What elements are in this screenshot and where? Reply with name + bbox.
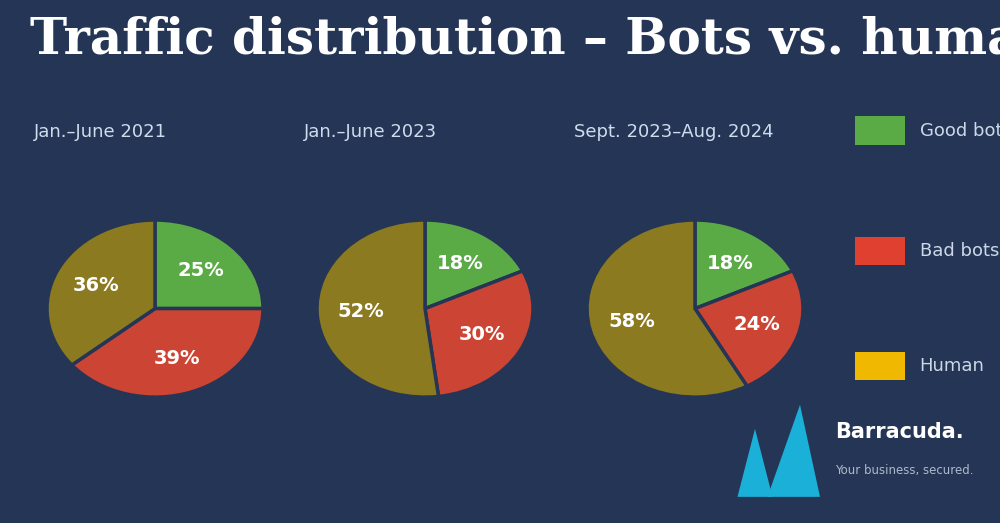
Wedge shape: [155, 220, 263, 309]
Wedge shape: [317, 220, 439, 397]
Text: 58%: 58%: [609, 312, 656, 331]
Text: 18%: 18%: [436, 254, 483, 273]
Wedge shape: [695, 271, 803, 386]
Text: Jan.–June 2023: Jan.–June 2023: [304, 123, 437, 141]
Polygon shape: [768, 405, 820, 497]
Text: Jan.–June 2021: Jan.–June 2021: [34, 123, 166, 141]
Text: Human: Human: [920, 357, 984, 375]
Text: Bad bots: Bad bots: [920, 242, 999, 260]
Wedge shape: [425, 271, 533, 396]
Text: Your business, secured.: Your business, secured.: [835, 464, 974, 477]
Polygon shape: [738, 429, 772, 497]
Wedge shape: [695, 220, 793, 309]
Text: 25%: 25%: [177, 262, 224, 280]
Wedge shape: [425, 220, 523, 309]
Text: 52%: 52%: [337, 302, 384, 322]
Wedge shape: [72, 309, 263, 397]
Text: Barracuda.: Barracuda.: [835, 422, 964, 442]
Text: Sept. 2023–Aug. 2024: Sept. 2023–Aug. 2024: [574, 123, 773, 141]
Text: 18%: 18%: [706, 254, 753, 273]
Text: 36%: 36%: [73, 277, 120, 295]
Text: Good bots: Good bots: [920, 122, 1000, 140]
Text: 24%: 24%: [733, 315, 780, 335]
Text: Traffic distribution – Bots vs. humans: Traffic distribution – Bots vs. humans: [30, 16, 1000, 65]
Wedge shape: [587, 220, 747, 397]
Wedge shape: [47, 220, 155, 365]
Text: 39%: 39%: [154, 349, 200, 368]
Text: 30%: 30%: [459, 325, 505, 344]
